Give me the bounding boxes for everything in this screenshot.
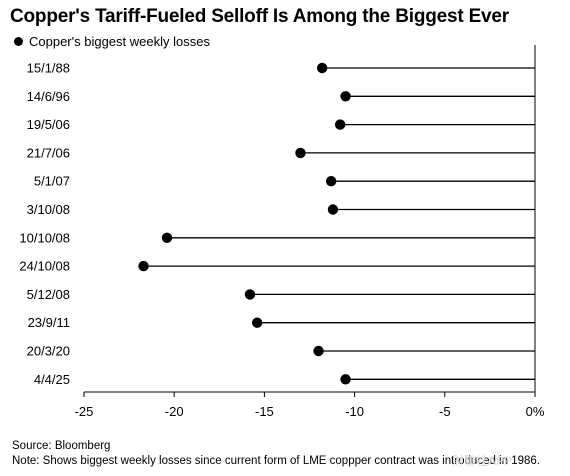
data-point bbox=[340, 374, 351, 385]
category-label: 10/10/08 bbox=[19, 230, 70, 245]
x-tick-label: -10 bbox=[345, 404, 364, 419]
source-text: Source: Bloomberg bbox=[12, 440, 111, 452]
category-label: 20/3/20 bbox=[27, 344, 70, 359]
category-label: 5/1/07 bbox=[34, 174, 70, 189]
category-label: 23/9/11 bbox=[28, 315, 70, 330]
category-label: 19/5/06 bbox=[27, 117, 70, 132]
x-tick-label: 0% bbox=[526, 404, 545, 419]
category-label: 21/7/06 bbox=[27, 145, 70, 160]
category-label: 14/6/96 bbox=[27, 89, 70, 104]
x-tick-label: -5 bbox=[439, 404, 451, 419]
dot-plot-chart: 15/1/88 14/6/96 19/5/06 21/7/06 5/1/07 3/10/0… bbox=[19, 45, 545, 419]
data-point bbox=[161, 232, 173, 243]
category-label: 24/10/08 bbox=[19, 259, 70, 274]
chart-title: Copper's Tariff-Fueled Selloff Is Among … bbox=[10, 6, 509, 27]
legend: Copper's biggest weekly losses bbox=[14, 34, 210, 49]
data-point bbox=[316, 62, 328, 74]
legend-label: Copper's biggest weekly losses bbox=[29, 34, 210, 49]
x-tick-label: -15 bbox=[255, 404, 274, 419]
data-point bbox=[327, 204, 339, 215]
data-point bbox=[295, 147, 306, 159]
category-label: 5/12/08 bbox=[27, 287, 70, 302]
data-point bbox=[325, 176, 337, 187]
data-point bbox=[138, 260, 149, 272]
data-point bbox=[340, 91, 351, 102]
data-point bbox=[251, 317, 263, 328]
data-point bbox=[313, 345, 324, 357]
x-tick-label: -20 bbox=[165, 404, 184, 419]
legend-marker-icon bbox=[14, 37, 23, 46]
x-tick-label: -25 bbox=[75, 404, 94, 419]
data-point bbox=[244, 289, 256, 300]
note-text: Note: Shows biggest weekly losses since … bbox=[12, 455, 540, 467]
category-label: 15/1/88 bbox=[27, 61, 70, 76]
category-label: 4/4/25 bbox=[34, 372, 70, 387]
category-label: 3/10/08 bbox=[27, 202, 70, 217]
watermark: 財聯社APP bbox=[452, 454, 513, 468]
data-point bbox=[334, 119, 346, 130]
